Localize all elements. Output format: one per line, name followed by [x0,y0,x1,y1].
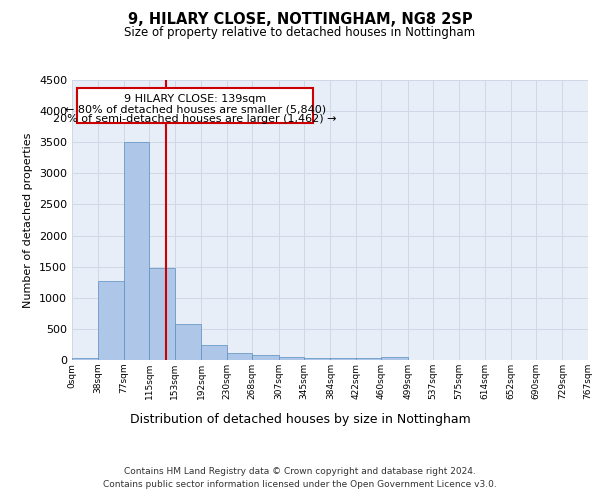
Text: 9, HILARY CLOSE, NOTTINGHAM, NG8 2SP: 9, HILARY CLOSE, NOTTINGHAM, NG8 2SP [128,12,472,28]
Bar [331,358,356,360]
Bar [98,281,124,360]
Bar [382,356,408,360]
Bar [175,324,201,360]
Y-axis label: Number of detached properties: Number of detached properties [23,132,34,308]
Text: Contains public sector information licensed under the Open Government Licence v3: Contains public sector information licen… [103,480,497,489]
Text: ← 80% of detached houses are smaller (5,840): ← 80% of detached houses are smaller (5,… [65,104,326,115]
Bar [72,358,98,360]
Text: Contains HM Land Registry data © Crown copyright and database right 2024.: Contains HM Land Registry data © Crown c… [124,468,476,476]
Bar [124,142,149,360]
Text: Size of property relative to detached houses in Nottingham: Size of property relative to detached ho… [124,26,476,39]
Bar [201,345,227,360]
Bar [304,358,331,360]
Bar [356,358,382,360]
Text: 20% of semi-detached houses are larger (1,462) →: 20% of semi-detached houses are larger (… [53,114,337,124]
FancyBboxPatch shape [77,88,313,123]
Bar [278,356,304,360]
Text: Distribution of detached houses by size in Nottingham: Distribution of detached houses by size … [130,412,470,426]
Bar [227,353,252,360]
Bar [149,268,175,360]
Text: 9 HILARY CLOSE: 139sqm: 9 HILARY CLOSE: 139sqm [124,94,266,104]
Bar [252,354,278,360]
